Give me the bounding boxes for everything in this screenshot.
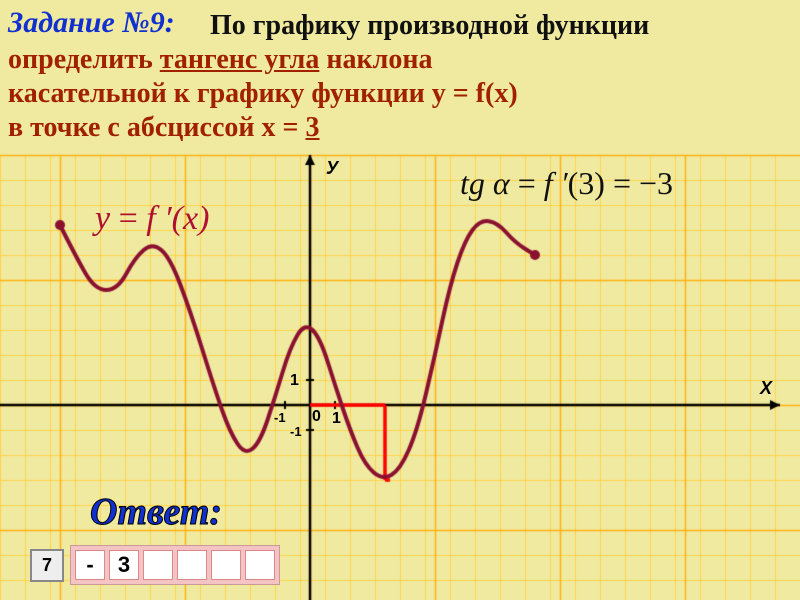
q4a: в точке с абсциссой x = bbox=[8, 112, 306, 143]
stage: { "layout": { "width": 800, "height": 60… bbox=[0, 0, 800, 600]
answer-row: 7 - 3 bbox=[30, 545, 280, 585]
tick-x-neg1: -1 bbox=[274, 410, 286, 425]
q1-text: По графику производной функции bbox=[210, 10, 649, 41]
rf-tg: tg bbox=[460, 165, 485, 201]
question-line-1: По графику производной функции bbox=[210, 10, 649, 42]
curve-label-eq: = bbox=[110, 200, 146, 237]
answer-cell-0[interactable]: - bbox=[75, 550, 105, 580]
task-number: Задание №9: bbox=[8, 6, 175, 40]
question-line-3: касательной к графику функции y = f(x) bbox=[8, 78, 518, 110]
x-axis-label: X bbox=[760, 378, 772, 399]
tick-y-1: 1 bbox=[290, 372, 299, 390]
y-axis-label: У bbox=[326, 158, 338, 179]
curve-label-x: (x) bbox=[172, 200, 210, 237]
answer-cell-2[interactable] bbox=[143, 550, 173, 580]
q4b: 3 bbox=[306, 112, 320, 143]
rf-eq1: = bbox=[518, 165, 544, 201]
answer-count-box[interactable]: 7 bbox=[30, 549, 64, 582]
answer-cell-5[interactable] bbox=[245, 550, 275, 580]
q2c: наклона bbox=[319, 44, 432, 75]
answer-cell-3[interactable] bbox=[177, 550, 207, 580]
answer-label: Ответ: bbox=[90, 490, 222, 534]
rf-arg: (3) bbox=[568, 165, 613, 201]
q2a: определить bbox=[8, 44, 160, 75]
rf-eq2: = −3 bbox=[613, 165, 673, 201]
q2b: тангенс угла bbox=[160, 44, 320, 75]
origin-label: 0 bbox=[312, 408, 321, 426]
answer-cell-1[interactable]: 3 bbox=[109, 550, 139, 580]
rf-f: f ′ bbox=[544, 165, 568, 201]
tick-y-neg1: -1 bbox=[290, 424, 302, 439]
result-formula: tg α = f ′(3) = −3 bbox=[460, 165, 673, 202]
answer-cell-4[interactable] bbox=[211, 550, 241, 580]
answer-cells: - 3 bbox=[70, 545, 280, 585]
curve-label: y = f ′(x) bbox=[95, 200, 209, 238]
question-line-2: определить тангенс угла наклона bbox=[8, 44, 432, 76]
curve-label-f: f ′ bbox=[146, 200, 171, 237]
rf-alpha: α bbox=[485, 165, 518, 201]
tick-x-1: 1 bbox=[332, 410, 341, 428]
curve-label-y: y bbox=[95, 200, 110, 237]
question-line-4: в точке с абсциссой x = 3 bbox=[8, 112, 320, 144]
